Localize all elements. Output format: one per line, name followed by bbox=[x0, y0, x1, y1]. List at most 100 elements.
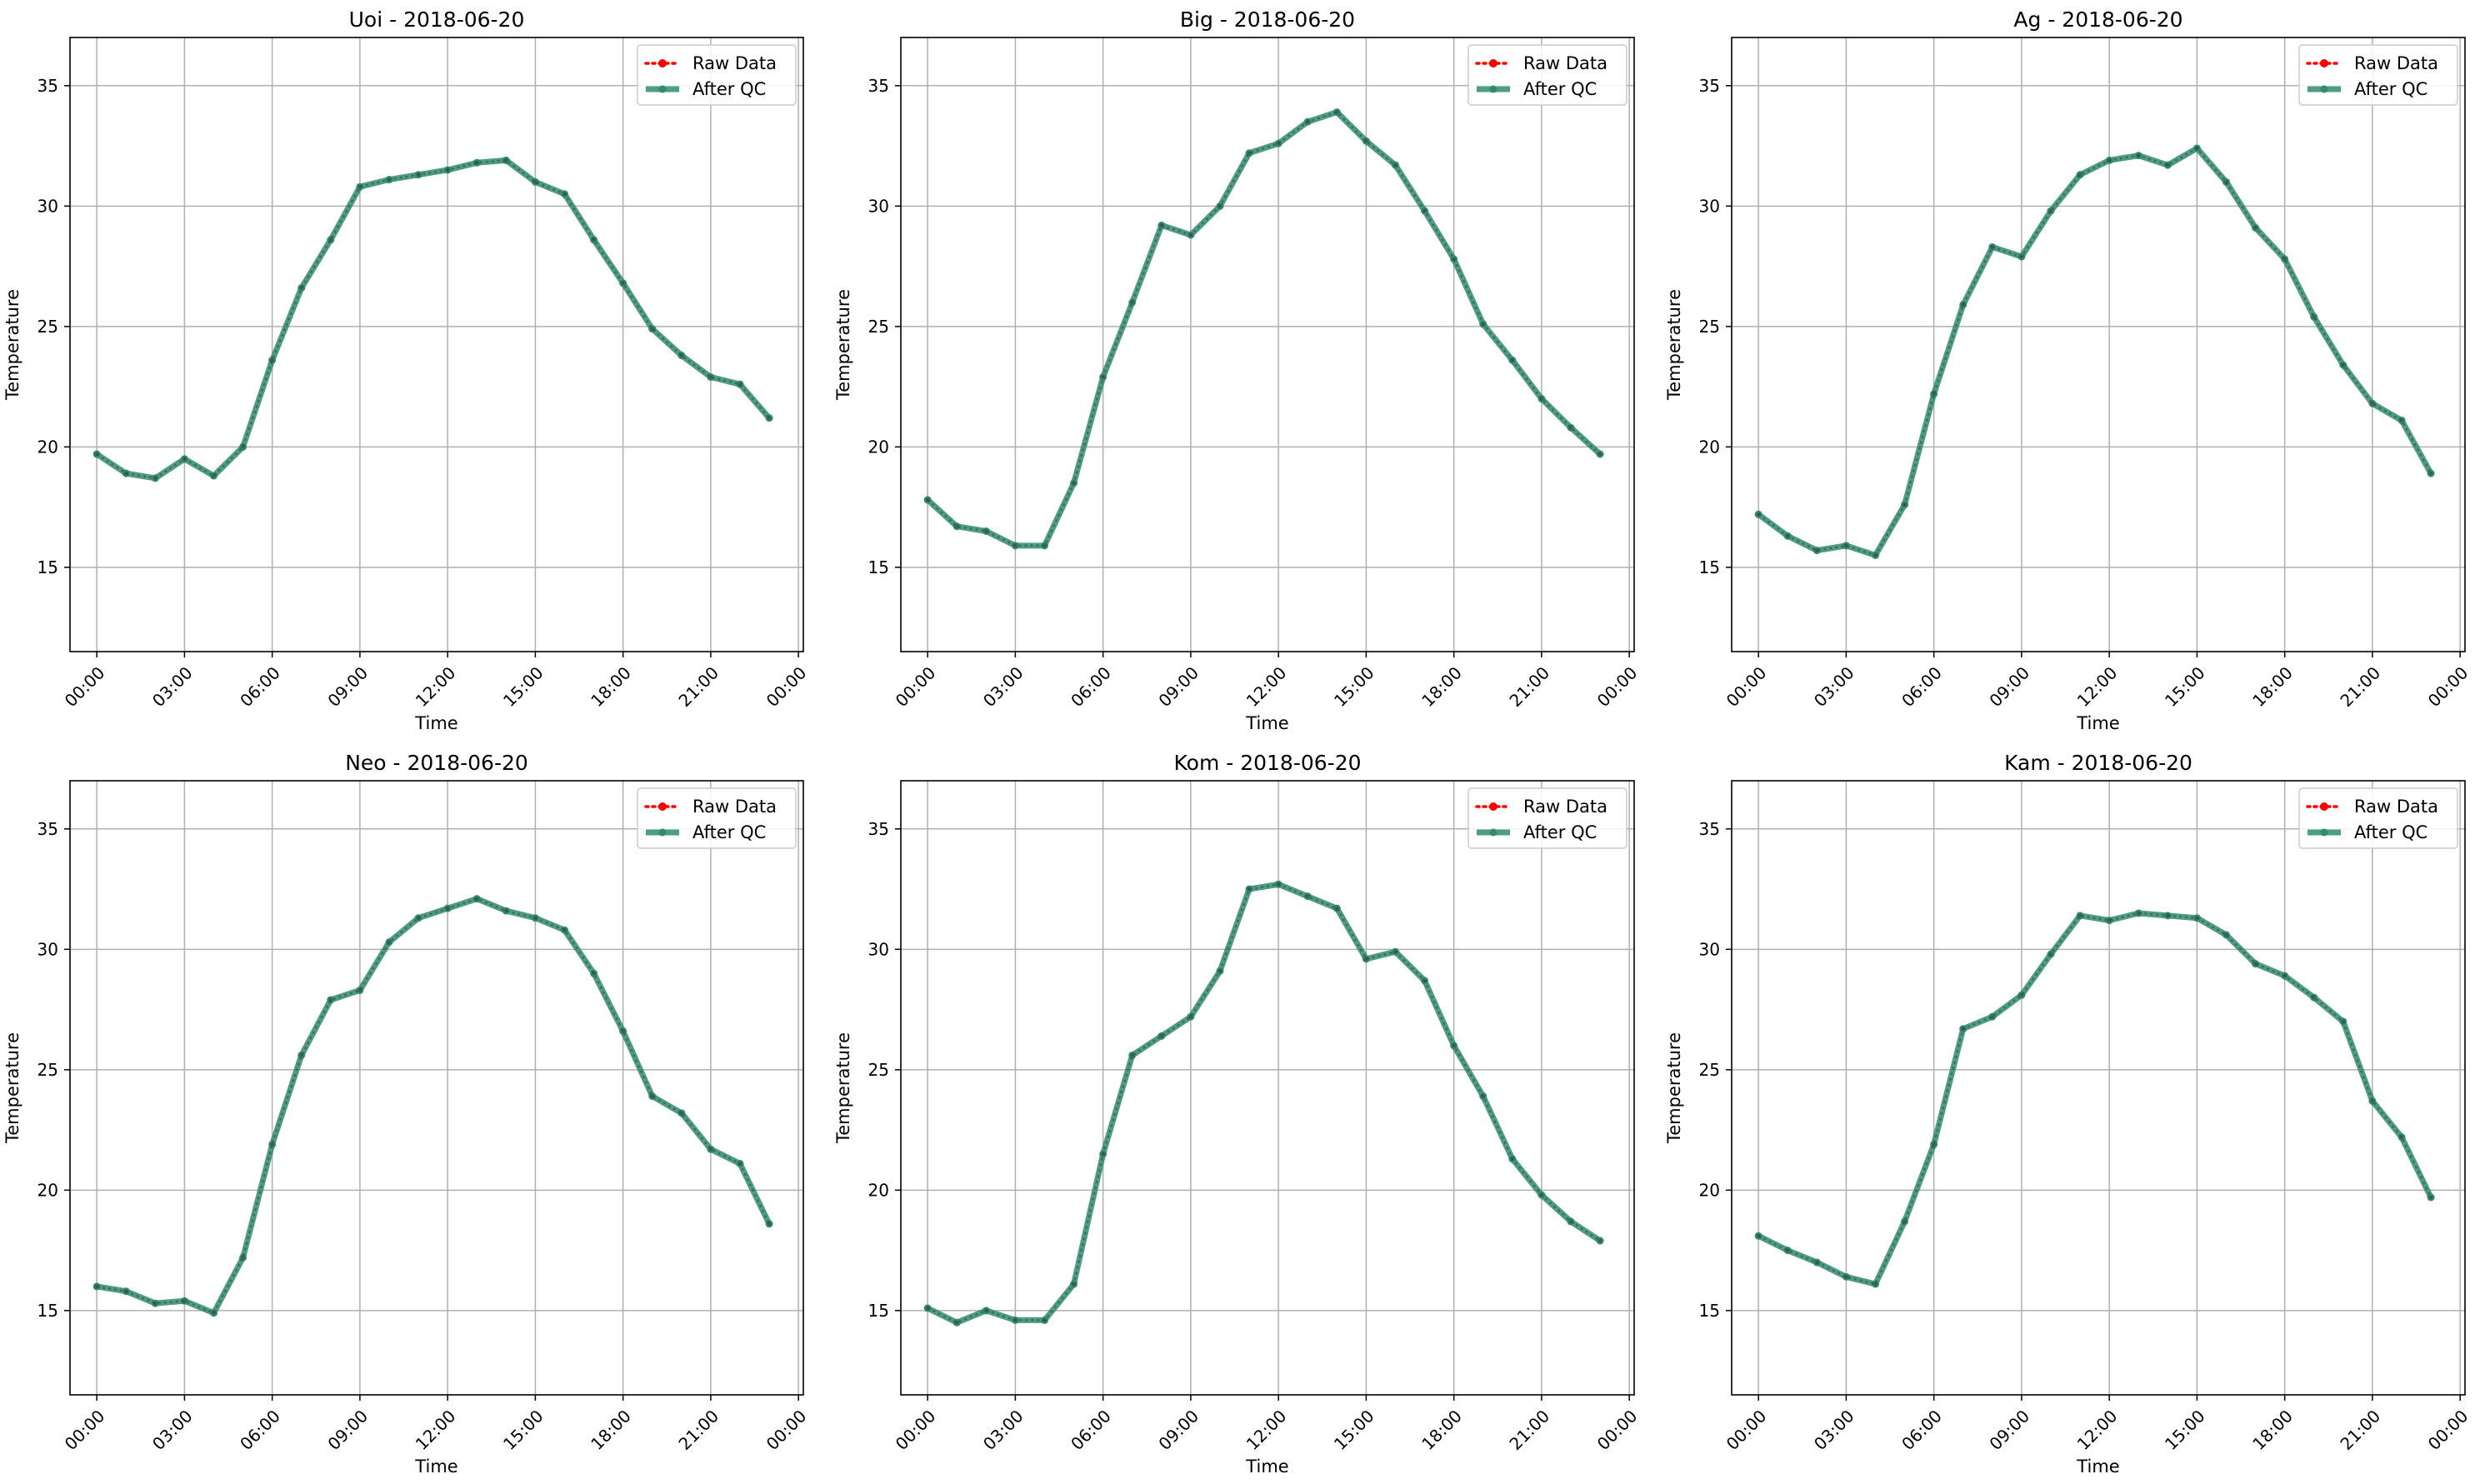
point-raw-data bbox=[94, 1284, 99, 1289]
x-tick-label: 21:00 bbox=[1505, 662, 1553, 711]
legend-label-after-qc: After QC bbox=[1523, 79, 1597, 99]
point-raw-data bbox=[1247, 887, 1252, 892]
series-line-after-qc bbox=[924, 881, 1603, 1326]
point-raw-data bbox=[592, 971, 596, 976]
point-raw-data bbox=[503, 908, 508, 913]
x-tick-label: 12:00 bbox=[412, 1406, 460, 1454]
y-tick-label: 30 bbox=[1699, 939, 1720, 959]
x-tick-label: 03:00 bbox=[1810, 662, 1858, 711]
point-raw-data bbox=[2428, 471, 2433, 476]
legend-label-raw-data: Raw Data bbox=[1523, 53, 1608, 73]
point-raw-data bbox=[1961, 1027, 1966, 1032]
point-raw-data bbox=[1334, 110, 1339, 114]
point-raw-data bbox=[1452, 257, 1457, 262]
point-raw-data bbox=[1276, 882, 1281, 887]
x-tick-label: 00:00 bbox=[1593, 662, 1642, 711]
point-raw-data bbox=[738, 382, 742, 387]
point-raw-data bbox=[1188, 232, 1193, 237]
y-tick-label: 30 bbox=[868, 939, 889, 959]
point-raw-data bbox=[1481, 1094, 1486, 1099]
legend: Raw Data After QC bbox=[637, 44, 797, 106]
x-tick-label: 06:00 bbox=[1898, 662, 1946, 711]
point-raw-data bbox=[94, 452, 99, 457]
x-tick-label: 00:00 bbox=[2424, 1406, 2472, 1454]
point-raw-data bbox=[2078, 172, 2082, 177]
x-tick-label: 18:00 bbox=[1418, 662, 1466, 711]
y-axis-label: Temperature bbox=[2, 1032, 22, 1144]
point-raw-data bbox=[2195, 916, 2199, 921]
point-raw-data bbox=[1101, 375, 1106, 379]
point-raw-data bbox=[1510, 357, 1515, 362]
y-tick-label: 25 bbox=[868, 1060, 889, 1080]
point-raw-data bbox=[1844, 543, 1848, 548]
x-tick-label: 06:00 bbox=[236, 1406, 284, 1454]
y-tick-label: 30 bbox=[1699, 196, 1720, 216]
x-tick-label: 21:00 bbox=[2336, 662, 2384, 711]
point-raw-data bbox=[2019, 254, 2024, 259]
legend-marker-raw-data bbox=[658, 59, 667, 67]
point-raw-data bbox=[2312, 314, 2317, 319]
legend-label-after-qc: After QC bbox=[2354, 822, 2428, 842]
chart-title: Kam - 2018-06-20 bbox=[2004, 751, 2192, 775]
point-raw-data bbox=[152, 1301, 158, 1306]
legend-marker-after-qc bbox=[1489, 828, 1498, 837]
series-line-after-qc bbox=[93, 157, 772, 482]
point-raw-data bbox=[503, 158, 508, 162]
series-line-raw-data bbox=[96, 897, 771, 1315]
point-raw-data bbox=[2078, 913, 2082, 918]
point-raw-data bbox=[592, 237, 596, 242]
point-raw-data bbox=[2224, 932, 2228, 937]
legend-label-raw-data: Raw Data bbox=[2354, 53, 2438, 73]
point-raw-data bbox=[2428, 1195, 2433, 1200]
point-raw-data bbox=[1452, 1043, 1457, 1048]
x-tick-label: 09:00 bbox=[323, 662, 372, 711]
point-raw-data bbox=[2253, 962, 2258, 967]
point-raw-data bbox=[1042, 543, 1047, 548]
x-tick-label: 15:00 bbox=[2161, 662, 2209, 711]
x-tick-label: 15:00 bbox=[2161, 1406, 2209, 1454]
point-raw-data bbox=[1422, 208, 1427, 213]
x-tick-label: 06:00 bbox=[1067, 662, 1115, 711]
x-tick-label: 06:00 bbox=[236, 662, 284, 711]
series-line-after-qc bbox=[1755, 910, 2434, 1287]
x-tick-label: 00:00 bbox=[1722, 662, 1771, 711]
x-tick-label: 18:00 bbox=[1418, 1406, 1466, 1454]
x-tick-label: 18:00 bbox=[2248, 1406, 2297, 1454]
point-raw-data bbox=[270, 1142, 275, 1147]
x-tick-label: 21:00 bbox=[674, 1406, 722, 1454]
point-raw-data bbox=[2136, 911, 2141, 916]
point-raw-data bbox=[212, 473, 216, 478]
y-axis-label: Temperature bbox=[1664, 289, 1684, 401]
chart-title: Kom - 2018-06-20 bbox=[1174, 751, 1362, 775]
point-raw-data bbox=[2195, 146, 2199, 151]
point-raw-data bbox=[767, 416, 772, 421]
point-raw-data bbox=[650, 1094, 655, 1099]
point-raw-data bbox=[2341, 362, 2346, 367]
point-raw-data bbox=[954, 1320, 959, 1325]
point-raw-data bbox=[1785, 1248, 1790, 1252]
y-tick-label: 15 bbox=[38, 1301, 58, 1321]
point-raw-data bbox=[621, 281, 626, 286]
series-line-raw-data bbox=[96, 159, 771, 480]
x-axis-label: Time bbox=[414, 713, 458, 733]
x-tick-label: 09:00 bbox=[323, 1406, 372, 1454]
point-raw-data bbox=[1364, 138, 1368, 143]
y-axis-label: Temperature bbox=[1664, 1032, 1684, 1144]
point-raw-data bbox=[1072, 481, 1076, 486]
legend-marker-raw-data bbox=[658, 802, 667, 811]
point-raw-data bbox=[708, 1147, 713, 1152]
point-raw-data bbox=[1364, 957, 1368, 962]
x-tick-label: 00:00 bbox=[2424, 662, 2472, 711]
point-raw-data bbox=[1873, 552, 1878, 557]
legend-marker-raw-data bbox=[2320, 802, 2328, 811]
series-line-after-qc bbox=[1755, 145, 2434, 558]
y-tick-label: 25 bbox=[1699, 1060, 1720, 1080]
x-tick-label: 03:00 bbox=[148, 662, 197, 711]
x-tick-label: 09:00 bbox=[1985, 1406, 2033, 1454]
x-tick-label: 09:00 bbox=[1985, 662, 2033, 711]
point-raw-data bbox=[1598, 452, 1602, 457]
point-raw-data bbox=[1902, 1219, 1907, 1224]
point-raw-data bbox=[416, 172, 421, 177]
legend-marker-after-qc bbox=[1489, 85, 1498, 93]
point-raw-data bbox=[925, 1306, 930, 1311]
